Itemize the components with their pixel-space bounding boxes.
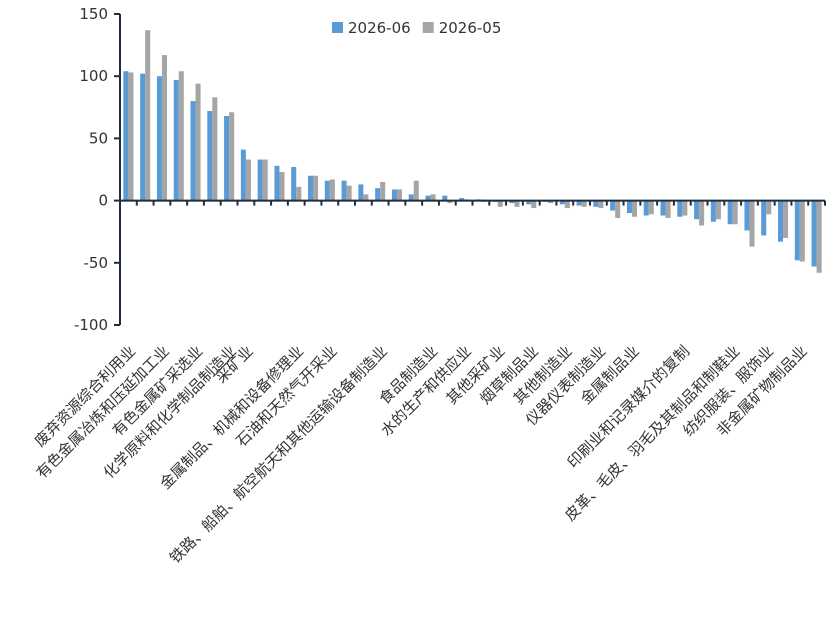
bar — [526, 200, 532, 205]
bar — [380, 181, 386, 201]
bar — [413, 180, 419, 201]
bar — [391, 189, 397, 201]
y-tick-label: 50 — [89, 129, 108, 147]
bar — [447, 200, 453, 204]
bar — [178, 71, 184, 201]
bar — [425, 195, 431, 201]
y-tick-label: -50 — [84, 254, 109, 272]
bar — [794, 200, 800, 261]
bar — [626, 200, 632, 214]
bar — [648, 200, 654, 215]
bar — [694, 200, 700, 220]
bar — [699, 200, 705, 226]
bar — [363, 194, 369, 201]
bar — [123, 71, 129, 201]
bar — [245, 159, 251, 201]
bar — [291, 167, 297, 201]
bar — [593, 200, 599, 207]
bar — [581, 200, 587, 207]
bar — [665, 200, 671, 219]
bar — [173, 79, 179, 201]
bar — [190, 101, 196, 201]
legend-label: 2026-06 — [348, 19, 411, 37]
bar — [509, 200, 515, 204]
legend-swatch — [422, 22, 434, 33]
bar — [766, 200, 772, 215]
bar — [341, 180, 347, 201]
bar — [313, 175, 319, 201]
bar — [816, 200, 822, 273]
bar — [514, 200, 520, 207]
bar — [442, 195, 448, 201]
bar — [783, 200, 789, 238]
bar — [430, 194, 436, 201]
y-tick-label: 100 — [79, 67, 108, 85]
bar — [610, 200, 616, 211]
bar — [564, 200, 570, 209]
y-tick-label: 0 — [98, 192, 108, 210]
bar — [145, 30, 151, 201]
bar — [677, 200, 683, 217]
bar — [531, 200, 537, 209]
y-tick-label: 150 — [79, 5, 108, 23]
bar — [761, 200, 767, 236]
bar — [308, 175, 314, 201]
legend-swatch — [332, 22, 343, 33]
x-tick-label: 有色金属冶炼和压延加工业 — [33, 342, 173, 482]
bar — [727, 200, 733, 225]
bar — [631, 200, 637, 217]
bar — [161, 55, 167, 201]
bar — [682, 200, 688, 216]
bar — [195, 83, 201, 201]
bar — [778, 200, 784, 242]
bar — [279, 171, 285, 201]
bar — [262, 159, 268, 201]
bar — [660, 200, 666, 216]
bar — [576, 200, 582, 206]
bar — [375, 188, 381, 201]
bar — [128, 72, 134, 201]
bar — [799, 200, 805, 262]
bar — [156, 76, 162, 201]
bar — [459, 198, 465, 201]
bar — [212, 97, 218, 201]
bar — [732, 200, 738, 225]
bar — [749, 200, 755, 247]
bar — [346, 185, 352, 201]
bar — [257, 159, 263, 201]
bar — [497, 200, 503, 207]
bar — [598, 200, 604, 209]
bar — [224, 116, 230, 201]
bar — [229, 112, 235, 201]
bar — [274, 165, 280, 201]
legend-label: 2026-05 — [439, 19, 502, 37]
bar — [744, 200, 750, 231]
bar — [548, 200, 554, 204]
bar — [615, 200, 621, 219]
bar — [329, 179, 335, 201]
bar — [710, 200, 716, 222]
bar — [811, 200, 817, 267]
bar — [396, 189, 402, 201]
bar — [207, 111, 213, 201]
bar — [358, 184, 364, 201]
bar — [643, 200, 649, 216]
bar — [324, 180, 330, 201]
y-tick-label: -100 — [74, 316, 108, 334]
bar — [240, 149, 246, 201]
bar — [296, 186, 302, 201]
bar — [559, 200, 565, 205]
bar — [140, 73, 146, 201]
bar — [715, 200, 721, 220]
bar — [408, 194, 414, 201]
